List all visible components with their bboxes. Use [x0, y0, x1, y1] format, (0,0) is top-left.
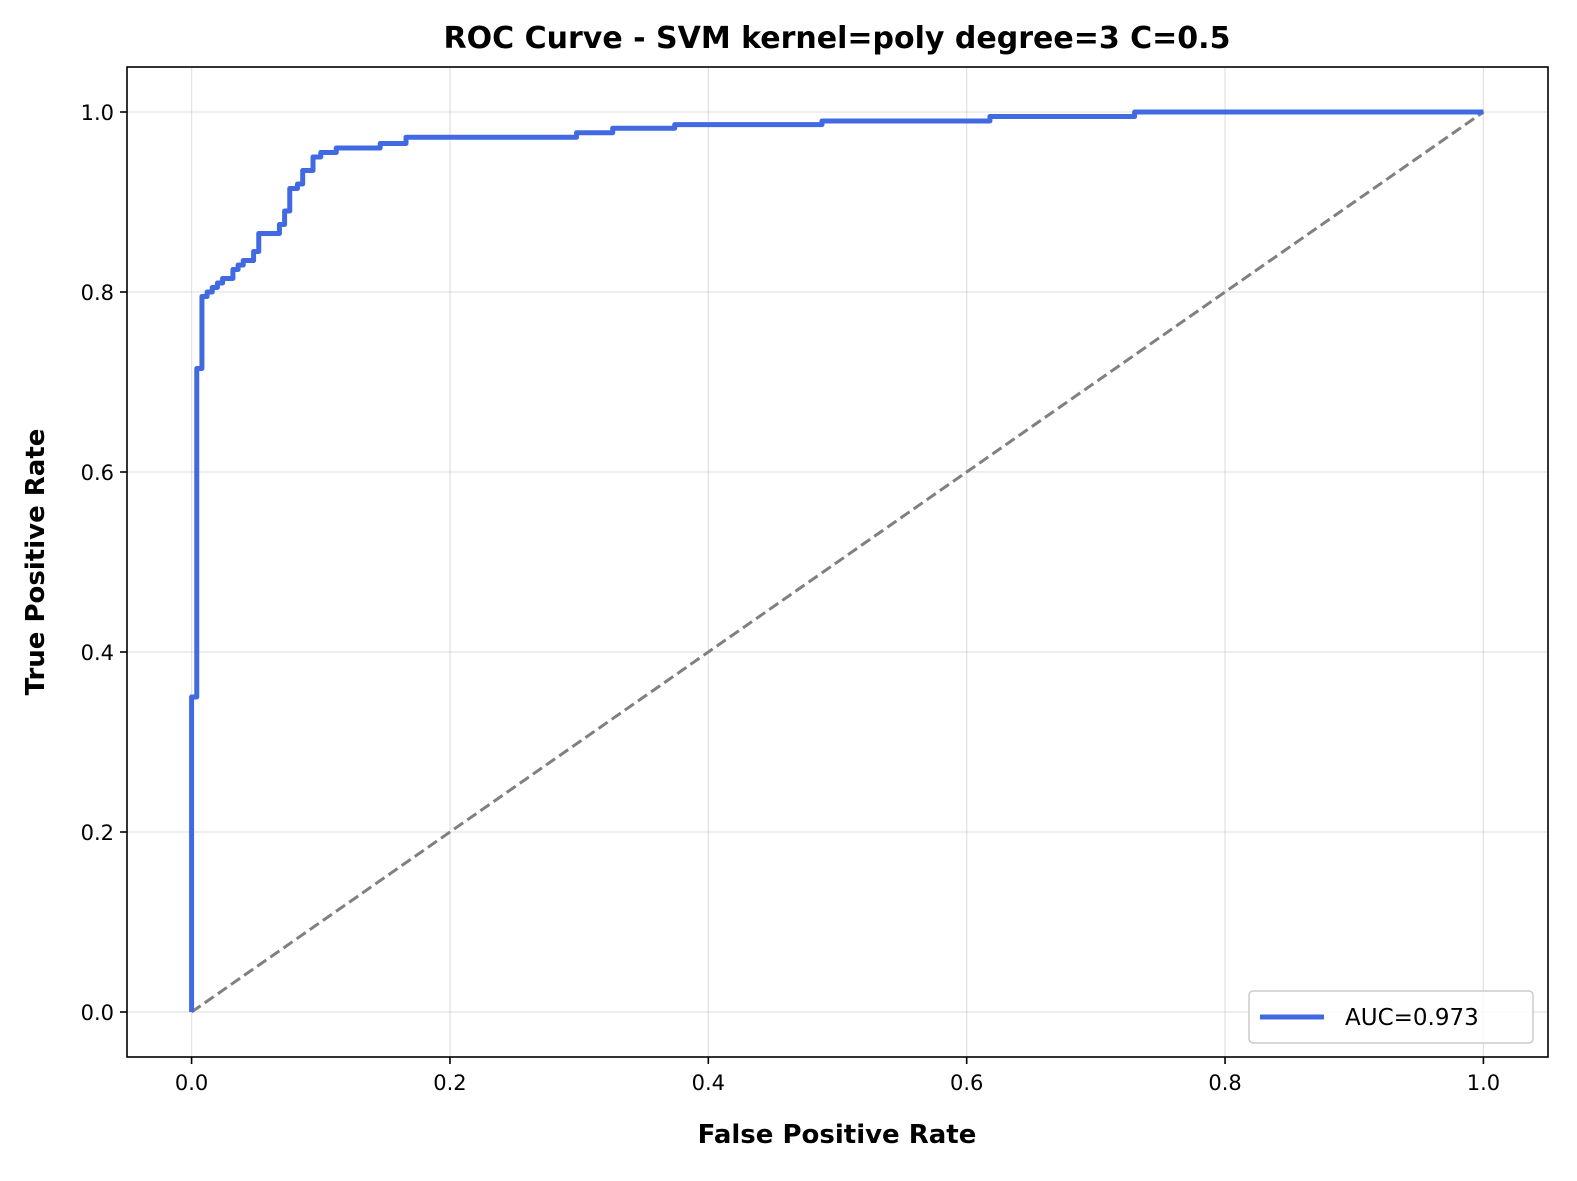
- legend-box: [1248, 990, 1534, 1044]
- y-tick-label: 0.0: [81, 1001, 114, 1025]
- chance-diagonal-line: [190, 110, 1485, 1014]
- y-axis-label: True Positive Rate: [21, 429, 51, 696]
- series-layer: [189, 109, 1485, 1014]
- x-tick-label: 0.4: [692, 1071, 725, 1095]
- x-tick-label: 0.6: [950, 1071, 983, 1095]
- x-axis-ticks: 0.0 0.2 0.4 0.6 0.8 1.0: [175, 1057, 1500, 1095]
- y-tick-label: 0.6: [81, 461, 114, 485]
- x-tick-label: 0.2: [433, 1071, 466, 1095]
- y-tick-label: 0.4: [81, 641, 114, 665]
- x-tick-label: 0.8: [1208, 1071, 1241, 1095]
- x-tick-label: 1.0: [1467, 1071, 1500, 1095]
- plot-frame: [126, 66, 1549, 1058]
- legend-label: AUC=0.973: [1345, 1005, 1479, 1031]
- x-tick-label: 0.0: [175, 1071, 208, 1095]
- x-axis-label: False Positive Rate: [698, 1120, 977, 1150]
- legend: AUC=0.973: [1248, 990, 1534, 1044]
- roc-curve-line: [189, 109, 1484, 1012]
- y-tick-label: 0.8: [81, 281, 114, 305]
- y-axis-ticks: 0.0 0.2 0.4 0.6 0.8 1.0: [81, 101, 127, 1025]
- y-tick-label: 0.2: [81, 821, 114, 845]
- chart-title: ROC Curve - SVM kernel=poly degree=3 C=0…: [444, 21, 1231, 56]
- grid-lines: [127, 67, 1548, 1057]
- y-tick-label: 1.0: [81, 101, 114, 125]
